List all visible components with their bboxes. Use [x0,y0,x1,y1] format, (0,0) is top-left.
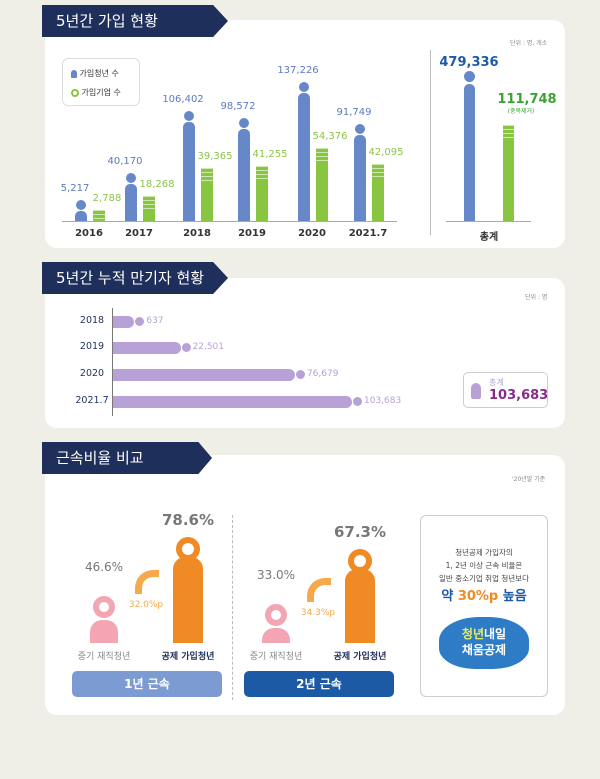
section-title: 근속비율 비교 [42,442,212,474]
total-firms: 111,748 [497,92,557,107]
firms-bar [201,168,213,221]
total-youth-bar [464,84,475,221]
firms-value: 41,255 [252,148,288,160]
x-tick-label: 2017 [125,228,153,239]
section-title: 5년간 가입 현황 [42,5,228,37]
firms-value: 18,268 [139,179,175,191]
arrow-icon [307,578,331,602]
x-tick-label: 2021.7 [348,228,388,239]
member-label: 공제 가입청년 [161,652,215,662]
member-gear-icon [348,549,372,573]
maturity-value: 22,501 [192,342,225,352]
divider [430,50,431,235]
member-label: 공제 가입청년 [333,652,387,662]
firms-bar [256,165,268,221]
youth-dot [299,82,309,92]
callout-box: 청년공제 가입자의 1, 2년 이상 근속 비율은 일반 중소기업 취업 청년보… [420,515,548,697]
member-gear-icon [176,537,200,561]
youth-value: 40,170 [107,155,143,167]
maturity-value: 76,679 [306,369,339,379]
youth-value: 98,572 [220,101,256,113]
maturity-value: 103,683 [364,396,402,406]
x-tick-label: 2016 [75,228,103,239]
general-percent: 33.0% [256,568,296,582]
group-button: 1년 근속 [72,671,222,697]
person-icon [471,383,481,399]
maturity-bar [113,369,295,381]
piggy-bank-logo: 청년내일 채움공제 [439,617,529,669]
person-icon [71,69,77,78]
x-axis [62,221,397,222]
diff-label: 32.0%p [128,600,164,610]
firms-value: 2,788 [92,193,122,204]
firms-bar [316,148,328,221]
youth-bar [75,211,87,221]
total-youth-dot [464,71,475,82]
y-tick-label: 2020 [79,368,105,379]
maturity-bar [113,316,135,328]
youth-bar [183,121,195,221]
firms-value: 54,376 [312,131,348,142]
general-figure-body [262,628,290,643]
maturity-dot [353,397,362,406]
general-label: 중기 재직청년 [77,652,131,662]
total-firms-note: (중복제거) [507,108,535,115]
total-youth: 479,336 [439,55,499,70]
dashed-divider [232,515,233,700]
legend: 가입청년 수 가입기업 수 [62,58,140,106]
unit-label: 단위 : 명 [525,294,548,301]
youth-bar [238,129,250,221]
youth-dot [126,172,136,183]
member-bar [345,569,375,643]
firms-bar [143,196,155,221]
total-label: 총계 [479,232,499,243]
general-figure-body [90,620,118,643]
maturity-bar [113,396,352,408]
general-gear-icon [265,604,287,626]
section-title: 5년간 누적 만기자 현황 [42,262,228,294]
x-tick-label: 2018 [183,228,211,239]
diff-label: 34.3%p [300,608,336,618]
general-label: 중기 재직청년 [249,652,303,662]
maturity-bar [113,342,181,354]
maturity-dot [295,370,305,379]
x-tick-label: 2020 [298,228,326,239]
youth-dot [184,110,194,121]
y-axis [112,308,113,416]
youth-value: 137,226 [277,65,319,76]
member-percent: 78.6% [161,511,215,529]
youth-value: 106,402 [162,93,204,105]
unit-label: '20년말 기준 [512,476,546,483]
youth-dot [239,118,249,129]
general-percent: 46.6% [84,560,124,574]
x-tick-label: 2019 [238,228,266,239]
youth-value: 91,749 [336,107,372,119]
youth-bar [354,135,366,221]
youth-bar [125,183,137,221]
member-percent: 67.3% [333,523,387,541]
youth-dot [355,124,365,135]
group-button: 2년 근속 [244,671,394,697]
general-gear-icon [93,596,115,618]
unit-label: 단위 : 명, 개소 [510,40,548,47]
y-tick-label: 2019 [79,341,105,352]
gear-icon [71,88,79,97]
youth-bar [298,93,310,221]
maturity-total-box: 총계 103,683 [463,372,548,408]
maturity-value: 637 [146,316,164,326]
firms-value: 42,095 [368,147,404,159]
total-firms-bar [503,125,514,221]
youth-dot [76,200,86,210]
youth-value: 5,217 [60,183,90,194]
total-axis [446,221,531,222]
firms-bar [372,164,384,221]
arrow-icon [135,570,159,594]
maturity-dot [181,343,191,352]
firms-bar [93,210,105,221]
firms-value: 39,365 [197,151,233,163]
maturity-dot [135,317,145,326]
member-bar [173,557,203,643]
y-tick-label: 2018 [79,315,105,326]
y-tick-label: 2021.7 [75,395,109,406]
